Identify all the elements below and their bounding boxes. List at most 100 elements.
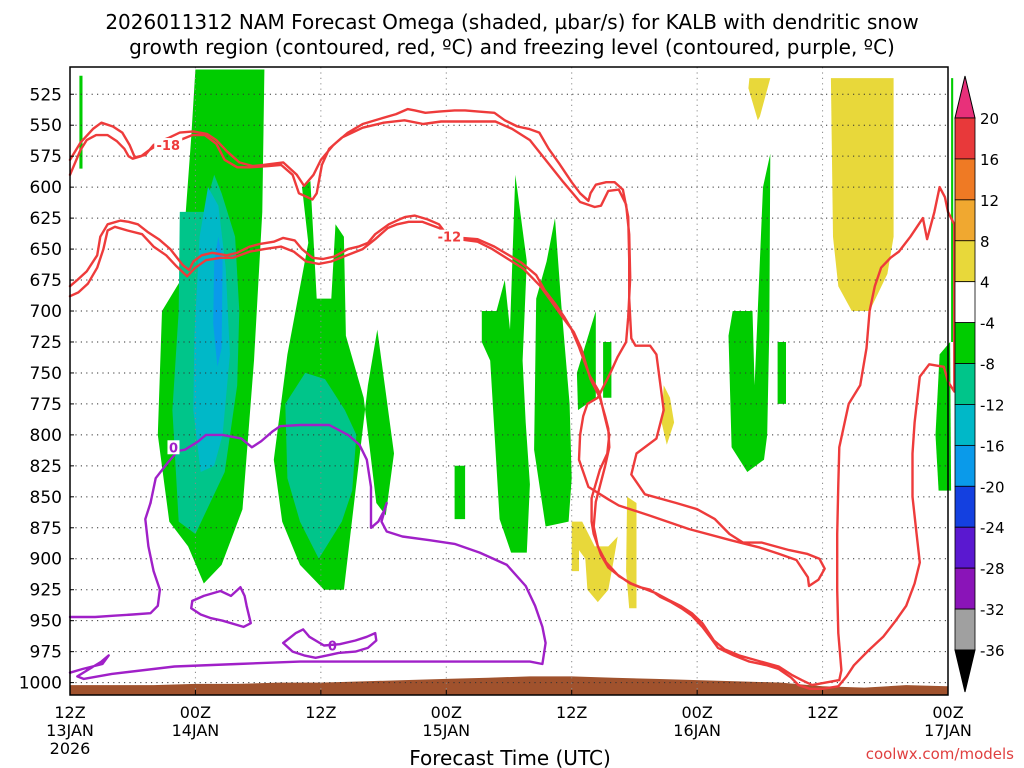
omega-region--4-6 <box>576 311 596 411</box>
grid-lines <box>70 67 948 695</box>
x-tick-label-0-2: 13JAN <box>46 721 94 740</box>
y-tick-label-875: 875 <box>30 519 62 539</box>
y-tick-label-525: 525 <box>30 85 62 105</box>
y-tick-label-675: 675 <box>30 271 62 291</box>
omega-region--4-5 <box>534 218 572 527</box>
plot-frame <box>69 66 949 696</box>
omega-region-4-3 <box>626 496 637 609</box>
colorbar-label-12: -32 <box>980 601 1005 619</box>
plot-area: -18-12 00 <box>68 66 956 696</box>
x-tick-label-72-1: 12Z <box>807 703 838 722</box>
terrain <box>70 676 948 695</box>
y-tick-label-600: 600 <box>30 178 62 198</box>
y-tick-label-625: 625 <box>30 209 62 229</box>
purple-contour-line-0 <box>68 423 547 681</box>
y-tick-label-575: 575 <box>30 147 62 167</box>
omega-region--4-8 <box>728 153 771 472</box>
chart-title-line-2: growth region (contoured, red, ºC) and f… <box>129 35 895 59</box>
x-axis-label: Forecast Time (UTC) <box>409 746 611 768</box>
omega-region-4-4 <box>661 385 675 445</box>
colorbar-label-7: -12 <box>980 396 1005 414</box>
omega-region--16-0 <box>213 236 223 367</box>
colorbar-band-1 <box>954 117 976 160</box>
omega-region--4-7 <box>603 342 612 398</box>
y-tick-label-725: 725 <box>30 333 62 353</box>
colorbar-bottom-arrow <box>954 649 976 693</box>
y-axis: 525 550 575 600 625 650 675 700 725 750 775 800 825 8… <box>19 85 74 694</box>
colorbar-label-6: -8 <box>980 356 995 374</box>
colorbar-label-3: 8 <box>980 233 990 251</box>
omega-region--4-3 <box>454 465 466 520</box>
x-tick-label-36-1: 00Z <box>431 703 462 722</box>
colorbar-band-2 <box>954 158 976 201</box>
colorbar-band-10 <box>954 485 976 528</box>
y-tick-label-775: 775 <box>30 395 62 415</box>
y-tick-label-975: 975 <box>30 643 62 663</box>
x-tick-label-0-1: 12Z <box>54 703 85 722</box>
colorbar: 20 16 12 8 4 -4 -8 -12 -16 -20 -24 -28 -32 -36 <box>954 75 1005 693</box>
colorbar-band-13 <box>954 608 976 651</box>
terrain-fill <box>70 676 948 695</box>
x-tick-label-12-2: 14JAN <box>172 721 220 740</box>
colorbar-band-12 <box>954 567 976 610</box>
omega-region--4-9 <box>777 342 786 404</box>
x-tick-label-84-2: 17JAN <box>924 721 972 740</box>
colorbar-label-0: 20 <box>980 110 999 128</box>
omega-region-4-0 <box>748 78 771 121</box>
purple-contour-label-bg-0 <box>167 440 180 455</box>
colorbar-top-arrow <box>954 75 976 119</box>
y-tick-label-950: 950 <box>30 612 62 632</box>
omega-region-4-1 <box>830 78 894 311</box>
x-tick-label-24-1: 12Z <box>305 703 336 722</box>
y-tick-label-550: 550 <box>30 116 62 136</box>
omega-shading <box>79 69 954 609</box>
purple-contour-line-3 <box>282 628 378 659</box>
watermark: coolwx.com/models <box>866 745 1014 763</box>
y-tick-label-750: 750 <box>30 364 62 384</box>
purple-contour-line-2 <box>189 586 253 629</box>
omega-region--4-0 <box>79 75 83 169</box>
omega-region--8-1 <box>285 372 357 559</box>
x-tick-label-36-2: 15JAN <box>422 721 470 740</box>
x-tick-label-60-1: 00Z <box>681 703 712 722</box>
colorbar-band-5 <box>954 281 976 324</box>
dendritic-growth-contours: -18 -12 <box>68 107 956 690</box>
red-contour-label-1: -12 <box>438 231 462 246</box>
x-tick-label-48-1: 12Z <box>556 703 587 722</box>
colorbar-label-11: -28 <box>980 560 1005 578</box>
red-contour-label-bg-0 <box>154 138 183 153</box>
colorbar-label-1: 16 <box>980 151 999 169</box>
red-contour-line-0 <box>68 107 826 588</box>
colorbar-band-9 <box>954 444 976 487</box>
colorbar-band-11 <box>954 526 976 569</box>
freezing-level-contours: 00 <box>68 423 547 681</box>
x-tick-label-0-3: 2026 <box>50 739 91 758</box>
colorbar-label-9: -20 <box>980 478 1005 496</box>
y-tick-label-825: 825 <box>30 457 62 477</box>
purple-contour-line-1 <box>68 501 162 619</box>
colorbar-band-6 <box>954 322 976 364</box>
colorbar-label-4: 4 <box>980 274 990 292</box>
purple-contour-label-0: 0 <box>169 441 178 456</box>
colorbar-label-5: -4 <box>980 315 995 333</box>
colorbar-label-2: 12 <box>980 192 999 210</box>
y-tick-label-850: 850 <box>30 488 62 508</box>
y-tick-label-650: 650 <box>30 240 62 260</box>
chart-title-line-1: 2026011312 NAM Forecast Omega (shaded, µ… <box>105 10 918 34</box>
colorbar-band-8 <box>954 404 976 446</box>
colorbar-label-13: -36 <box>980 642 1005 660</box>
purple-contour-label-1: 0 <box>328 639 337 654</box>
y-tick-label-700: 700 <box>30 302 62 322</box>
x-tick-label-60-2: 16JAN <box>673 721 721 740</box>
colorbar-label-8: -16 <box>980 437 1005 455</box>
omega-region--4-4 <box>481 174 530 553</box>
x-tick-label-84-1: 00Z <box>932 703 963 722</box>
y-tick-label-800: 800 <box>30 426 62 446</box>
y-tick-label-1000: 1000 <box>19 674 62 694</box>
red-contour-label-0: -18 <box>157 139 181 154</box>
colorbar-label-10: -24 <box>980 519 1005 537</box>
omega-region-4-2 <box>571 521 618 603</box>
omega-region--4-11 <box>951 78 954 342</box>
